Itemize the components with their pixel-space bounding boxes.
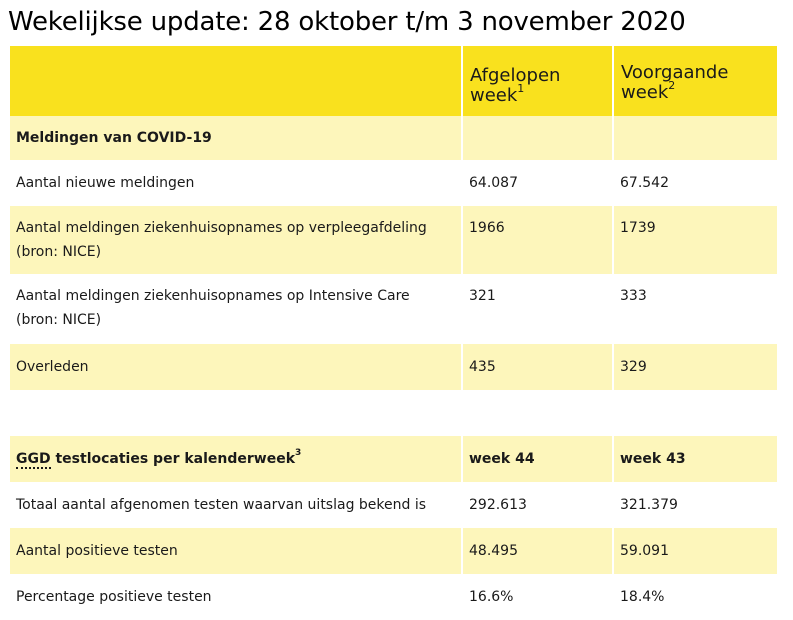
row-value-voorgaande: 18.4% — [620, 589, 665, 605]
row-value-voorgaande: 59.091 — [620, 543, 669, 559]
footnote-ref-2[interactable]: 2 — [668, 79, 676, 92]
table-header-row: Afgelopen week1 Voorgaande week2 — [10, 46, 777, 116]
header-voorgaande-week: Voorgaande week — [621, 62, 729, 103]
footnote-ref-3[interactable]: 3 — [295, 448, 302, 459]
row-value-afgelopen: 292.613 — [469, 497, 527, 513]
row-label: Aantal nieuwe meldingen — [16, 175, 195, 191]
table-row: Aantal positieve testen 48.495 59.091 — [10, 528, 777, 574]
row-value-voorgaande: 321.379 — [620, 497, 678, 513]
row-label: Overleden — [16, 359, 89, 375]
row-value-voorgaande: 1739 — [620, 220, 656, 236]
table-row: Aantal meldingen ziekenhuisopnames op ve… — [10, 206, 777, 274]
row-label: Aantal meldingen ziekenhuisopnames op ve… — [16, 220, 427, 260]
row-value-afgelopen: 321 — [469, 288, 496, 304]
row-value-afgelopen: 1966 — [469, 220, 505, 236]
row-value-afgelopen: 16.6% — [469, 589, 514, 605]
table-row: Totaal aantal afgenomen testen waarvan u… — [10, 482, 777, 528]
row-label: Totaal aantal afgenomen testen waarvan u… — [16, 497, 427, 513]
row-label: Aantal meldingen ziekenhuisopnames op In… — [16, 288, 410, 328]
ggd-week-current: week 44 — [469, 451, 535, 467]
table-row: Percentage positieve testen 16.6% 18.4% — [10, 574, 777, 620]
header-voorgaande-week-cell: Voorgaande week2 — [614, 46, 777, 116]
ggd-abbreviation[interactable]: GGD — [16, 451, 51, 469]
row-value-voorgaande: 333 — [620, 288, 647, 304]
section-title-covid: Meldingen van COVID-19 — [16, 130, 212, 146]
table-row: Overleden 435 329 — [10, 344, 777, 390]
footnote-ref-1[interactable]: 1 — [517, 82, 525, 95]
header-afgelopen-week: Afgelopen week — [470, 65, 561, 106]
section-row-ggd: GGD testlocaties per kalenderweek3 week … — [10, 436, 777, 482]
table-spacer-row — [10, 390, 777, 436]
row-label: Percentage positieve testen — [16, 589, 212, 605]
weekly-update-table: Afgelopen week1 Voorgaande week2 Melding… — [10, 46, 777, 620]
row-value-afgelopen: 64.087 — [469, 175, 518, 191]
section-title-ggd: testlocaties per kalenderweek — [50, 451, 296, 467]
table-row: Aantal meldingen ziekenhuisopnames op In… — [10, 274, 777, 344]
section-row-covid: Meldingen van COVID-19 — [10, 116, 777, 160]
ggd-week-previous: week 43 — [620, 451, 686, 467]
page-title: Wekelijkse update: 28 oktober t/m 3 nove… — [8, 7, 686, 37]
header-label-cell — [10, 46, 463, 116]
row-value-voorgaande: 329 — [620, 359, 647, 375]
table-row: Aantal nieuwe meldingen 64.087 67.542 — [10, 160, 777, 206]
row-value-voorgaande: 67.542 — [620, 175, 669, 191]
header-label — [10, 106, 461, 116]
header-previous-week-cell: Afgelopen week1 — [463, 46, 614, 116]
row-label: Aantal positieve testen — [16, 543, 178, 559]
row-value-afgelopen: 435 — [469, 359, 496, 375]
row-value-afgelopen: 48.495 — [469, 543, 518, 559]
